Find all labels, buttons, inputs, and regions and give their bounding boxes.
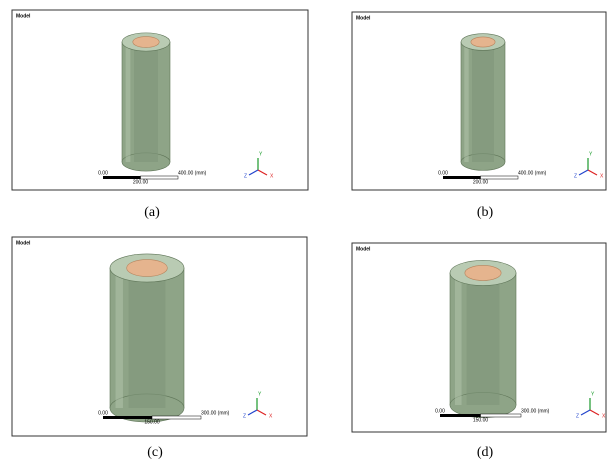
scale-mid: 200.00 (473, 179, 489, 185)
caption: (c) (147, 445, 163, 460)
highlight (464, 42, 468, 162)
scale-start: 0.00 (98, 410, 108, 416)
scale-start: 0.00 (98, 170, 108, 176)
scale-end: 300.00 (mm) (201, 410, 230, 416)
scale-mid: 150.00 (473, 417, 489, 423)
inner-core (129, 268, 166, 408)
scale-end: 400.00 (mm) (518, 170, 547, 176)
highlight (455, 273, 462, 405)
viewport-tag: Model (356, 15, 371, 21)
highlight (126, 42, 131, 162)
scale-mid: 200.00 (133, 179, 149, 185)
inner-core (472, 42, 494, 162)
scale-mid: 150.00 (144, 419, 160, 425)
caption: (a) (144, 205, 160, 220)
axis-label: Z (576, 413, 579, 419)
viewport-tag: Model (356, 246, 371, 252)
figure: Model0.00400.00 (mm)200.00YXZ(a)Model0.0… (0, 0, 612, 464)
scale-start: 0.00 (438, 170, 448, 176)
axis-label: Z (574, 173, 577, 179)
viewport-tag: Model (16, 240, 31, 246)
inner-core (467, 273, 500, 405)
scale-start: 0.00 (435, 408, 445, 414)
inner-top (127, 260, 168, 277)
scale-end: 300.00 (mm) (521, 408, 550, 414)
inner-core (134, 42, 158, 162)
inner-top (465, 265, 501, 280)
inner-top (471, 37, 495, 47)
axis-label: Z (243, 413, 246, 419)
inner-top (133, 37, 159, 48)
scale-end: 400.00 (mm) (178, 170, 207, 176)
caption: (b) (477, 205, 494, 220)
caption: (d) (477, 445, 494, 460)
highlight (116, 268, 123, 408)
axis-label: Z (244, 173, 247, 179)
viewport-tag: Model (16, 13, 31, 19)
